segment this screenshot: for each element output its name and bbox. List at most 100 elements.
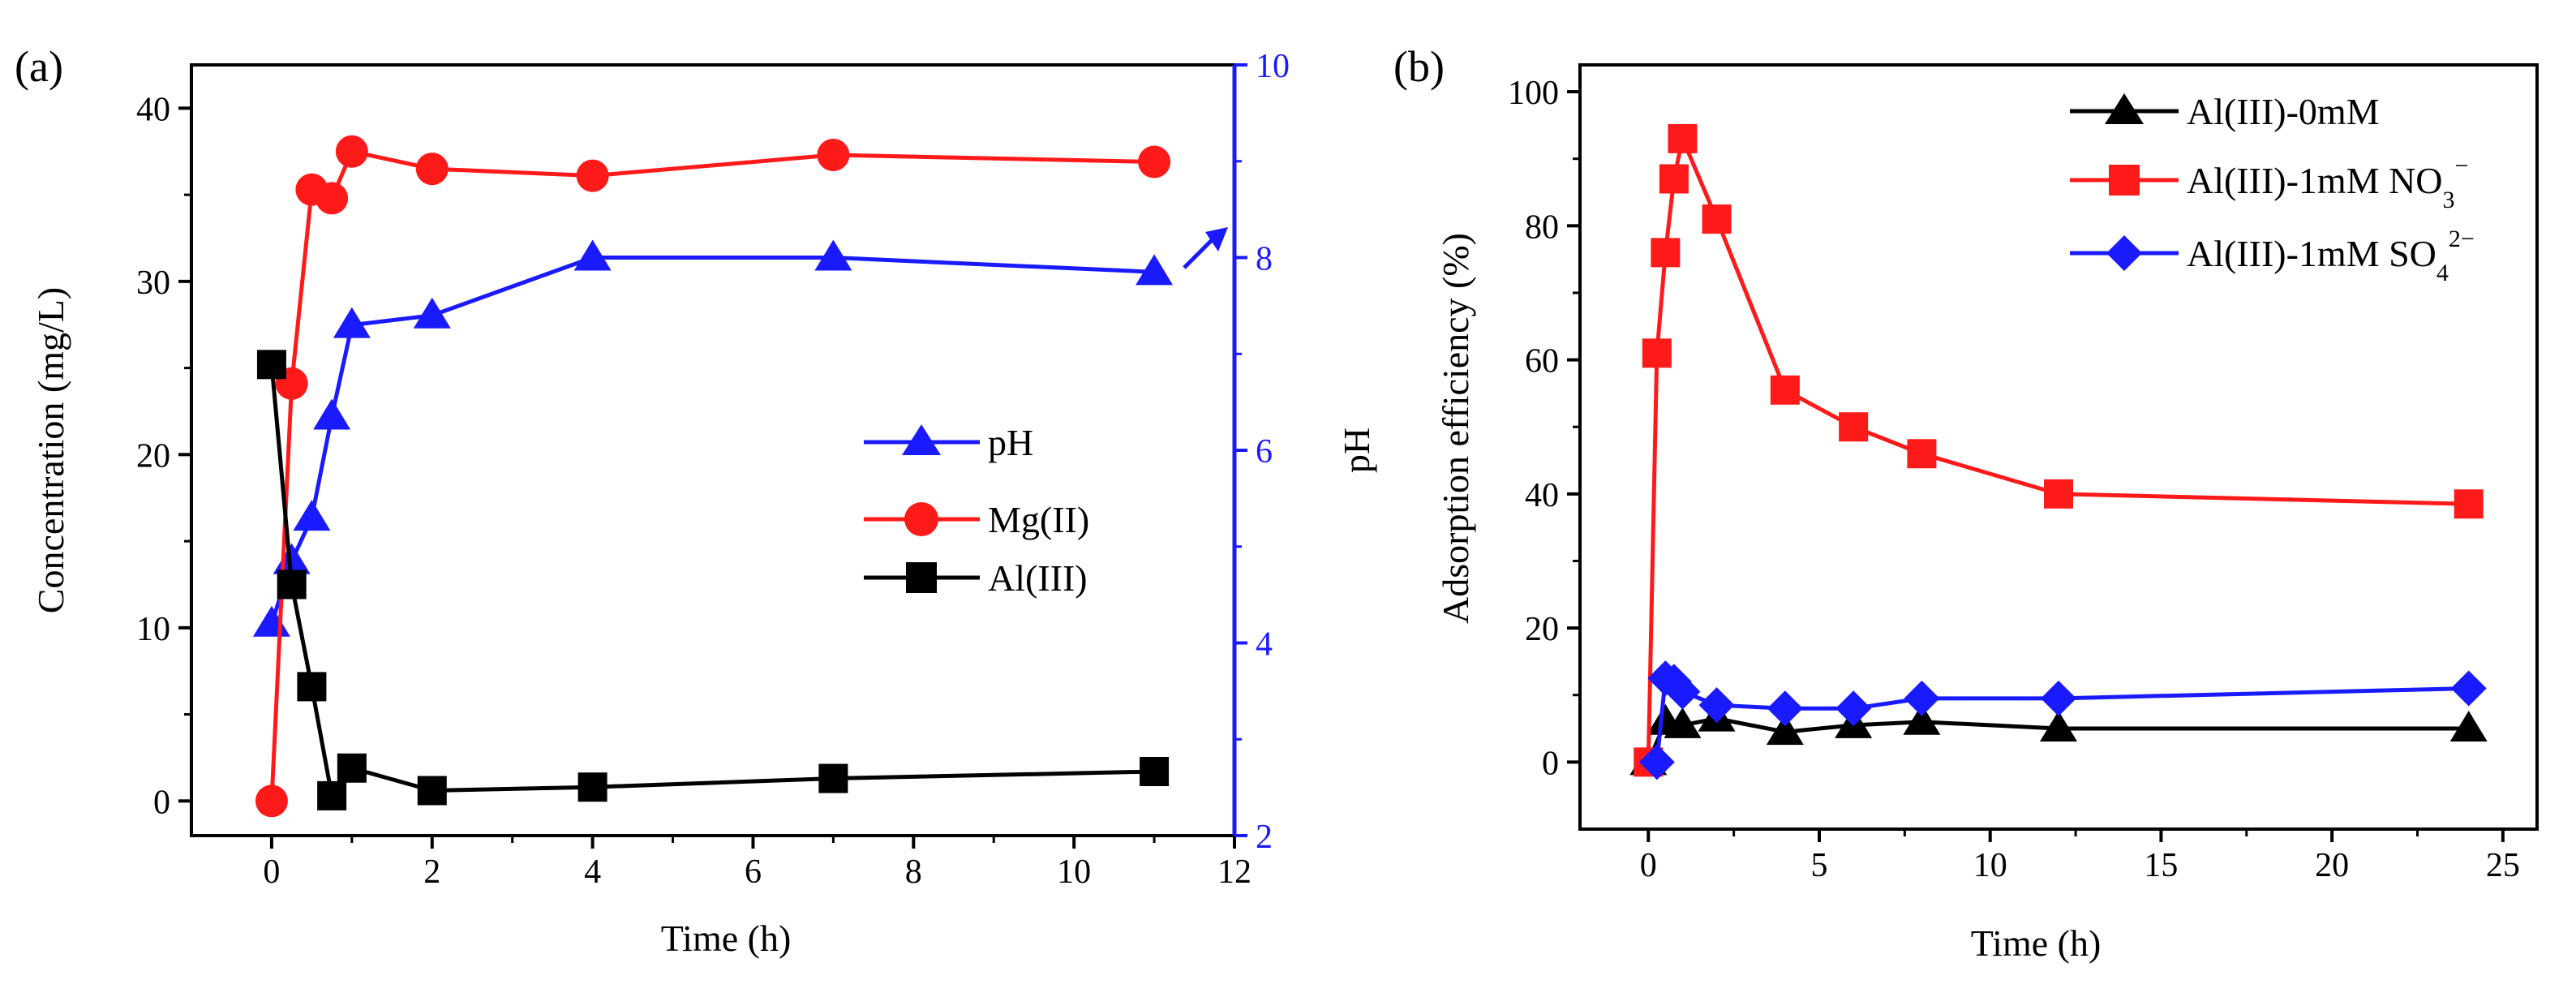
panel-b-legend: Al(III)-0mM Al(III)-1mM NO3− Al(III)-1mM… bbox=[2070, 91, 2475, 286]
data-point-al-iii-1mm-no3 bbox=[1907, 439, 1937, 469]
plot-frame bbox=[190, 63, 1236, 837]
data-point-al-iii bbox=[818, 763, 848, 793]
panel-a-xlabel: Time (h) bbox=[661, 918, 792, 959]
data-point-al-iii-1mm-so42 bbox=[1698, 687, 1735, 724]
data-point-al-iii-1mm-so42 bbox=[1767, 690, 1803, 727]
data-point-al-iii bbox=[337, 753, 367, 783]
x-tick-label: 12 bbox=[1217, 853, 1252, 891]
data-point-al-iii-1mm-so42 bbox=[1835, 690, 1872, 727]
x-tick-label: 8 bbox=[905, 853, 922, 891]
panel-a-plot: 0 2 4 6 8 10 12 0 10 20 30 40 2 4 6 8 10 bbox=[136, 48, 1290, 891]
legend-text-no3: Al(III)-1mM NO bbox=[2187, 160, 2443, 201]
legend-label-0mm: Al(III)-0mM bbox=[2187, 91, 2380, 132]
data-point-al-iii-1mm-so42 bbox=[1638, 744, 1675, 780]
arrow-icon bbox=[1205, 227, 1228, 251]
legend-marker-square bbox=[906, 562, 937, 593]
legend-item-ph: pH bbox=[864, 422, 1033, 463]
data-point-al-iii bbox=[317, 780, 347, 810]
series-mg-ii bbox=[255, 135, 1171, 818]
series-al-iii-1mm-no3 bbox=[1634, 123, 2484, 777]
legend-item-mg: Mg(II) bbox=[864, 499, 1089, 540]
x-tick-label: 25 bbox=[2486, 847, 2520, 884]
data-point-al-iii-0mm bbox=[1664, 707, 1702, 738]
legend-text-0mm: Al(III)-0mM bbox=[2187, 91, 2380, 132]
y-tick-label: 10 bbox=[136, 611, 170, 648]
x-tick-label: 10 bbox=[1057, 853, 1091, 891]
data-point-al-iii-1mm-no3 bbox=[1642, 338, 1672, 368]
data-point-al-iii-1mm-no3 bbox=[2044, 479, 2073, 509]
data-point-al-iii-1mm-so42 bbox=[1664, 673, 1701, 710]
data-point-mg-ii bbox=[316, 182, 349, 215]
legend-marker-triangle bbox=[2105, 93, 2144, 124]
legend-label-no3: Al(III)-1mM NO3− bbox=[2187, 153, 2468, 213]
y-tick-label: 20 bbox=[136, 437, 170, 475]
data-point-mg-ii bbox=[335, 135, 368, 168]
legend-marker-circle bbox=[904, 502, 938, 536]
y2-tick-label: 10 bbox=[1256, 48, 1290, 85]
data-point-ph bbox=[573, 239, 612, 271]
panel-b: (b) 0 5 10 15 20 25 0 20 40 60 80 100 Time (h) Adso… bbox=[1393, 42, 2539, 964]
legend-sup-so4: 2− bbox=[2449, 226, 2475, 252]
panel-b-ylabel: Adsorption efficiency (%) bbox=[1435, 233, 1476, 624]
legend-marker-diamond bbox=[2106, 235, 2142, 271]
y-tick-label: 40 bbox=[136, 91, 170, 128]
panel-b-xlabel: Time (h) bbox=[1971, 922, 2102, 964]
legend-label-ph: pH bbox=[988, 422, 1033, 463]
y-tick-label: 0 bbox=[153, 784, 170, 821]
panel-a-label: (a) bbox=[15, 42, 63, 91]
series-al-iii bbox=[256, 350, 1170, 810]
data-point-al-iii-1mm-no3 bbox=[1702, 204, 1732, 234]
legend-label-al: Al(III) bbox=[988, 557, 1088, 599]
legend-sup-no3: − bbox=[2455, 153, 2469, 179]
data-point-al-iii-1mm-no3 bbox=[1651, 238, 1681, 268]
data-point-ph bbox=[1136, 254, 1174, 286]
data-point-al-iii-1mm-no3 bbox=[1668, 123, 1698, 153]
legend-item-so4: Al(III)-1mM SO42− bbox=[2070, 226, 2475, 286]
data-point-al-iii-1mm-no3 bbox=[1770, 375, 1800, 405]
panel-b-plot: 0 5 10 15 20 25 0 20 40 60 80 100 bbox=[1508, 63, 2539, 884]
series-line-mg-ii bbox=[269, 149, 1155, 802]
data-point-ph bbox=[252, 605, 290, 637]
data-point-al-iii bbox=[577, 772, 608, 802]
panel-b-label: (b) bbox=[1393, 42, 1445, 91]
y2-tick-label: 2 bbox=[1256, 819, 1273, 856]
y-tick-label: 80 bbox=[1525, 208, 1559, 246]
legend-item-0mm: Al(III)-0mM bbox=[2070, 91, 2380, 132]
y-tick-label: 60 bbox=[1525, 343, 1559, 380]
x-tick-label: 5 bbox=[1811, 847, 1828, 884]
data-point-al-iii-1mm-so42 bbox=[1904, 680, 1940, 716]
data-point-al-iii-0mm bbox=[2040, 711, 2077, 742]
plot-frame bbox=[1578, 63, 2539, 831]
x-tick-label: 6 bbox=[745, 853, 762, 891]
panel-a-legend: pH Mg(II) Al(III) bbox=[864, 422, 1089, 599]
y-tick-label: 0 bbox=[1542, 745, 1559, 782]
data-point-al-iii bbox=[297, 672, 327, 702]
y-tick-label: 100 bbox=[1508, 75, 1559, 112]
data-point-ph bbox=[313, 398, 351, 430]
series-al-iii-1mm-so42 bbox=[1638, 660, 2487, 780]
x-tick-label: 15 bbox=[2144, 847, 2178, 884]
data-point-al-iii bbox=[1140, 757, 1170, 787]
legend-item-no3: Al(III)-1mM NO3− bbox=[2070, 153, 2468, 213]
y-tick-label: 30 bbox=[136, 264, 170, 302]
legend-text-so4: Al(III)-1mM SO bbox=[2187, 233, 2436, 274]
y2-tick-label: 4 bbox=[1256, 626, 1273, 664]
data-point-al-iii-0mm bbox=[1766, 714, 1804, 746]
legend-marker-triangle bbox=[902, 424, 941, 455]
panel-a: (a) 0 2 4 6 8 10 12 0 10 20 30 40 2 4 6 8 10 Time (h) Co… bbox=[15, 42, 1377, 959]
data-point-al-iii bbox=[417, 776, 447, 806]
data-point-al-iii-0mm bbox=[2449, 711, 2488, 742]
data-point-ph bbox=[814, 239, 852, 271]
data-point-ph bbox=[293, 500, 331, 531]
y2-tick-label: 8 bbox=[1256, 241, 1273, 278]
legend-item-al: Al(III) bbox=[864, 557, 1088, 599]
data-point-mg-ii bbox=[576, 159, 609, 192]
y-tick-label: 20 bbox=[1525, 611, 1559, 648]
legend-marker-square bbox=[2109, 165, 2140, 196]
data-point-al-iii bbox=[256, 350, 286, 380]
y2-tick-label: 6 bbox=[1256, 433, 1273, 471]
x-tick-label: 10 bbox=[1973, 847, 2007, 884]
x-tick-label: 0 bbox=[263, 853, 280, 891]
data-point-al-iii-1mm-so42 bbox=[2041, 680, 2076, 716]
data-point-ph bbox=[333, 307, 371, 338]
